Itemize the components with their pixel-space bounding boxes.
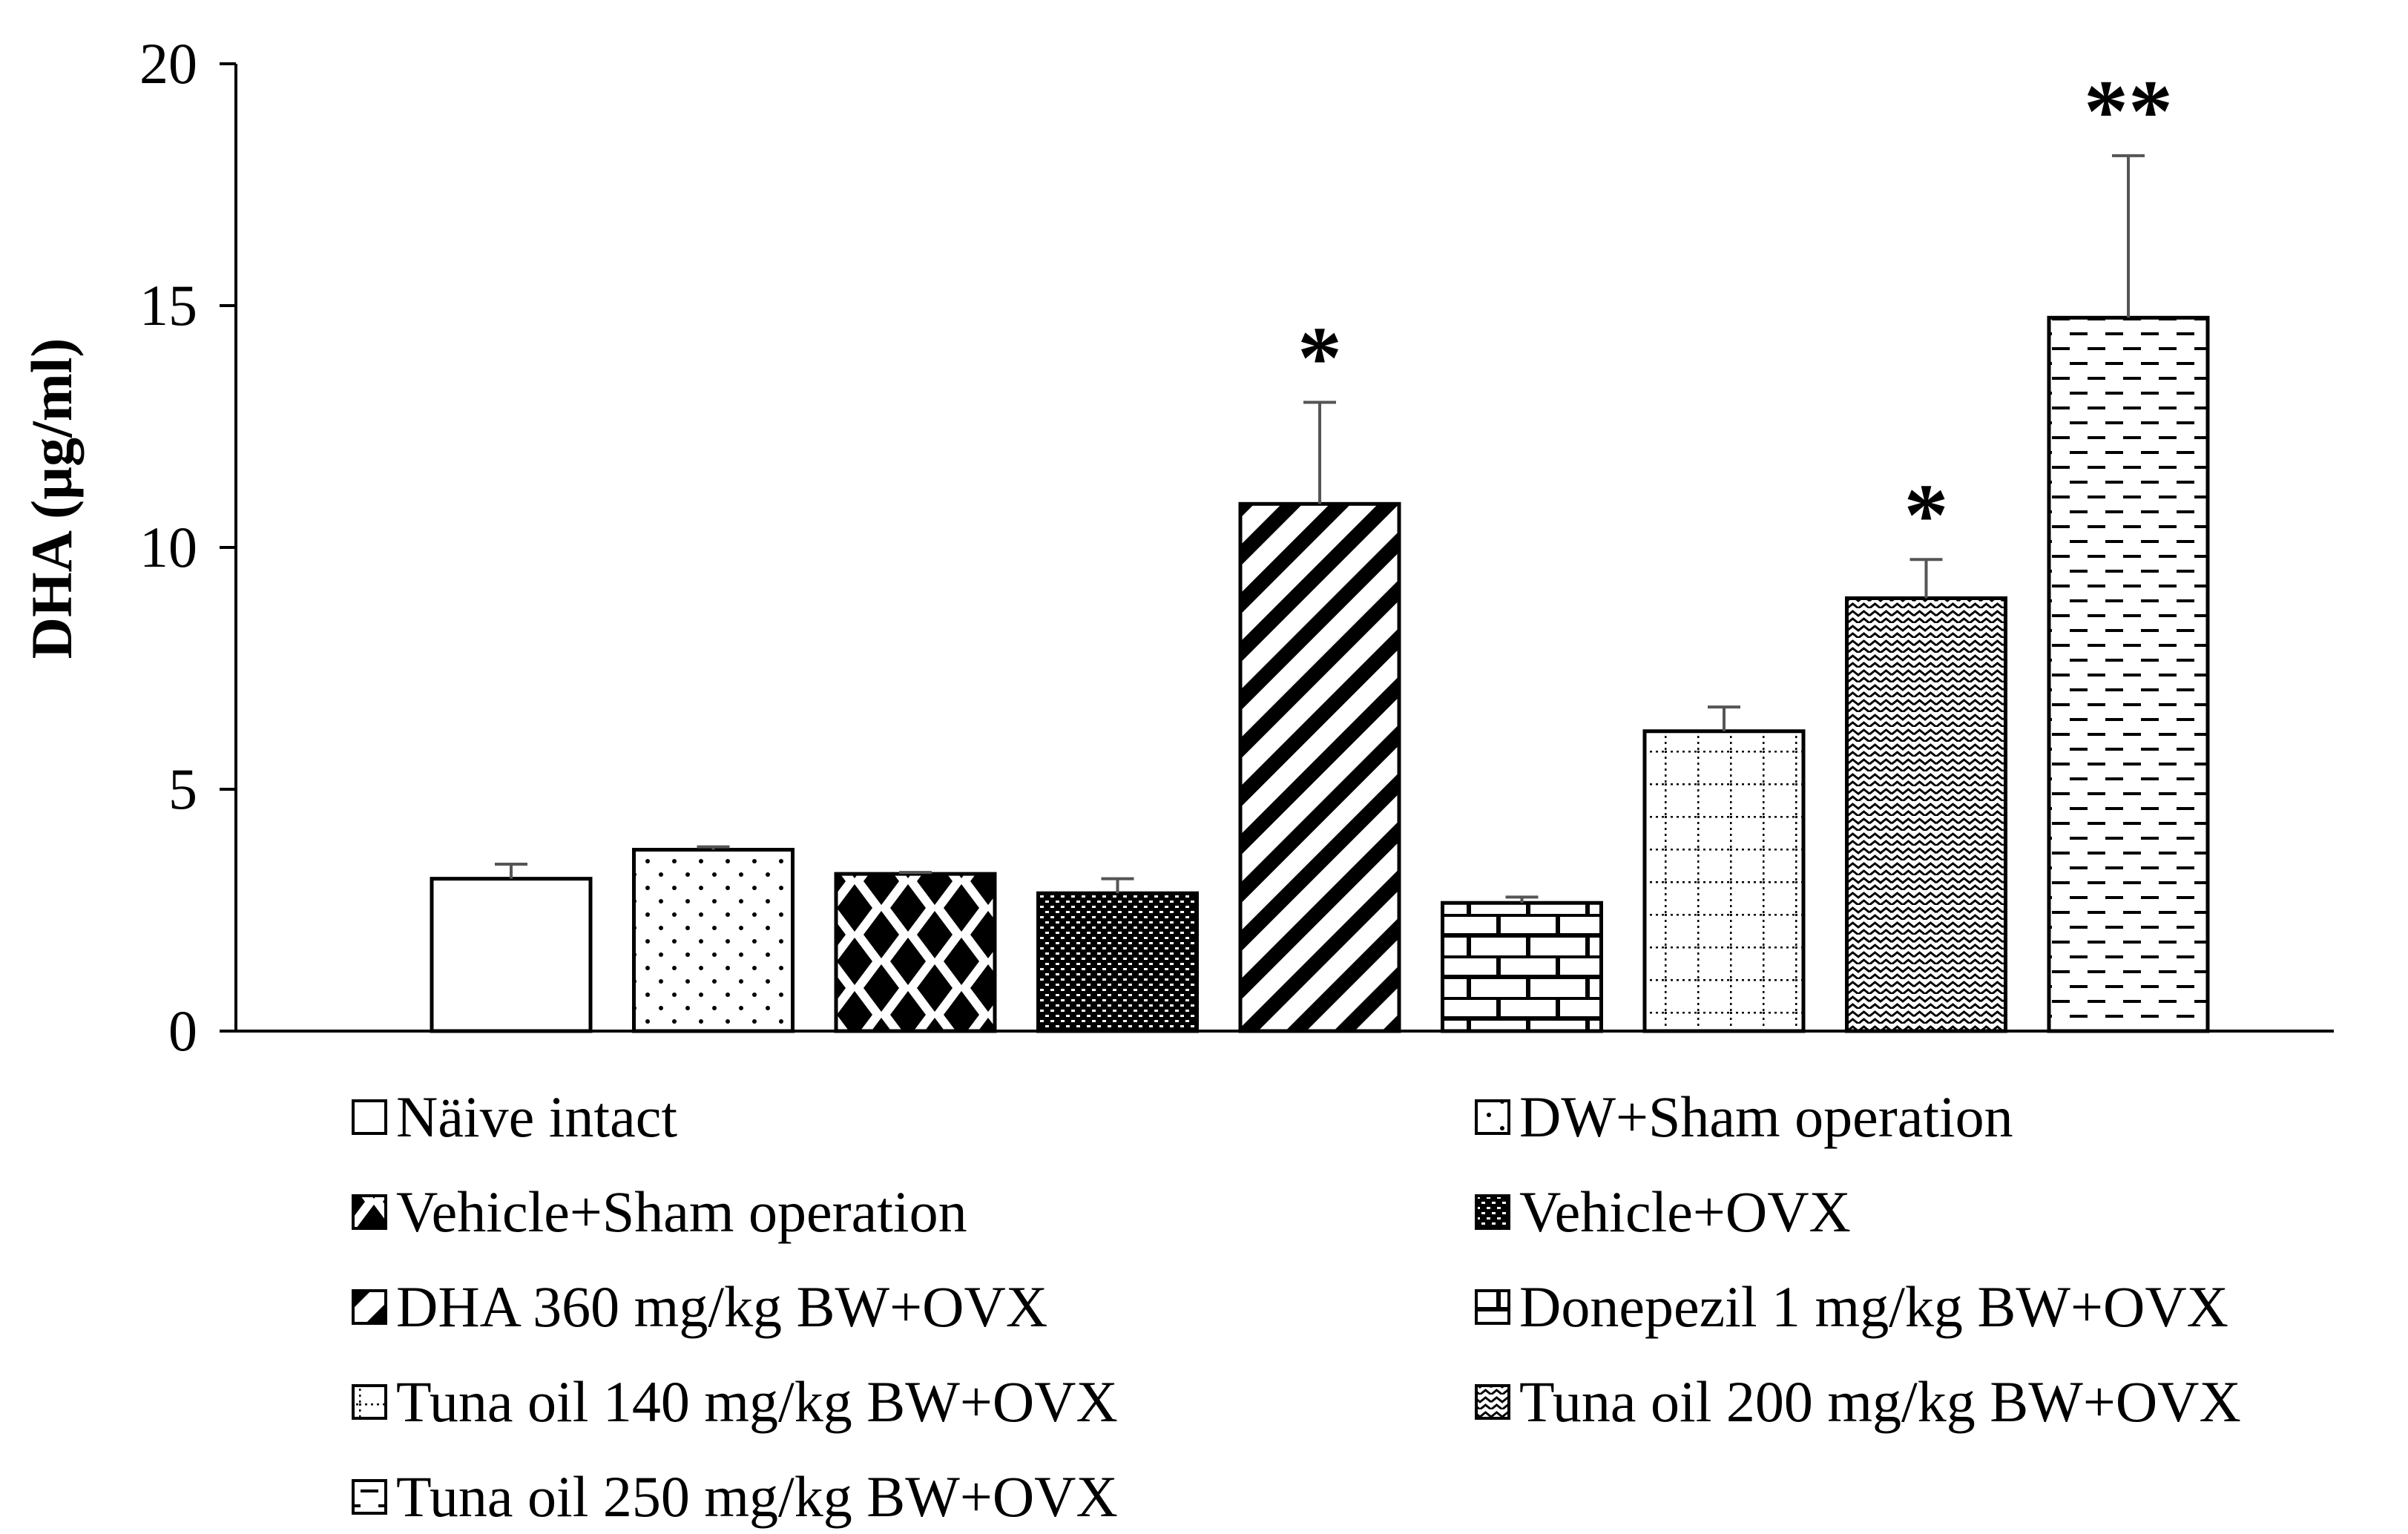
bar [1642, 729, 1806, 1033]
legend-swatch [352, 1289, 387, 1325]
y-tick-label: 10 [139, 515, 197, 579]
legend-swatch [352, 1384, 387, 1420]
legend-swatch [352, 1479, 387, 1515]
significance-marker: * [1904, 465, 1949, 564]
legend-label: Vehicle+OVX [1519, 1179, 1851, 1244]
y-tick-label: 5 [168, 757, 197, 821]
bar [430, 877, 593, 1033]
legend-label: Tuna oil 250 mg/kg BW+OVX [396, 1464, 1118, 1529]
legend-swatch [1475, 1194, 1510, 1230]
legend-label: Tuna oil 200 mg/kg BW+OVX [1519, 1369, 2241, 1434]
legend-label: Donepezil 1 mg/kg BW+OVX [1519, 1274, 2228, 1339]
y-tick-label: 0 [168, 998, 197, 1063]
bars-group: **** [430, 62, 2210, 1033]
legend-swatch [352, 1099, 387, 1135]
significance-marker: ** [2084, 62, 2173, 160]
bar [1036, 891, 1199, 1033]
legend-label: DHA 360 mg/kg BW+OVX [396, 1274, 1047, 1339]
y-axis-ticks: 0 5 10 15 20 [139, 31, 236, 1063]
legend-swatch [1475, 1099, 1510, 1135]
legend-label: Näive intact [396, 1084, 677, 1149]
legend-swatch [1475, 1384, 1510, 1420]
bar [1441, 901, 1603, 1033]
legend: Näive intact DW+Sham operation Vehicle+Sha… [352, 1084, 2241, 1529]
legend-label: Vehicle+Sham operation [396, 1179, 967, 1244]
bar [834, 872, 997, 1033]
legend-swatch [1475, 1289, 1510, 1325]
legend-label: DW+Sham operation [1519, 1084, 2013, 1149]
bar [1845, 596, 2007, 1033]
bar [632, 848, 795, 1033]
legend-swatch [352, 1194, 387, 1230]
bar [1238, 501, 1401, 1033]
legend-label: Tuna oil 140 mg/kg BW+OVX [396, 1369, 1118, 1434]
significance-marker: * [1297, 308, 1342, 406]
y-tick-label: 15 [139, 273, 197, 338]
bar [2047, 315, 2210, 1033]
y-tick-label: 20 [139, 31, 197, 96]
y-axis-title: DHA (µg/ml) [19, 338, 84, 659]
